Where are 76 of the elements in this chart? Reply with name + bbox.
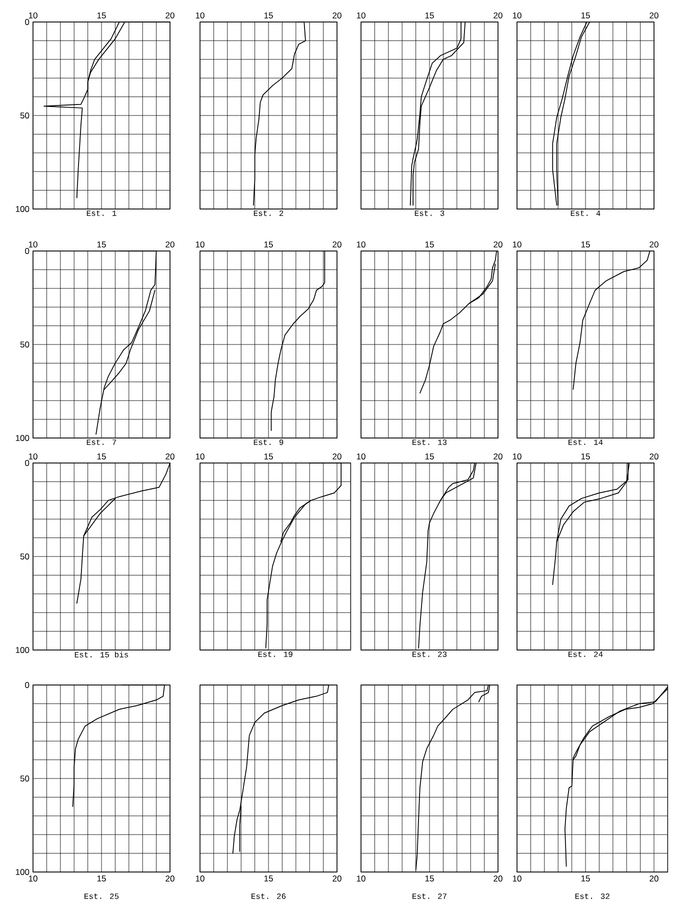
y-tick-label: 50 <box>20 775 30 782</box>
x-tick-label: 15 <box>264 454 273 460</box>
text: Est. 4 <box>570 210 600 216</box>
text: Est. 23 <box>412 652 447 657</box>
x-tick-label: 20 <box>166 12 174 18</box>
x-tick-label: 15 <box>425 454 434 460</box>
text: Est. 15 bis <box>74 652 128 658</box>
x-tick-label: 15 <box>97 454 106 460</box>
y-tick-label: 0 <box>25 460 30 466</box>
y-tick-label: 0 <box>25 682 30 688</box>
x-tick-label: 10 <box>512 453 522 460</box>
x-tick-label: 15 <box>425 12 434 18</box>
x-tick-label: 20 <box>650 876 658 882</box>
text: Est. 7 <box>86 440 116 445</box>
x-tick-label: 15 <box>264 876 273 882</box>
text: Est. 9 <box>254 440 284 445</box>
x-tick-label: 20 <box>650 12 658 18</box>
x-tick-label: 20 <box>494 241 502 248</box>
x-tick-label: 20 <box>166 241 174 248</box>
text: Est. 19 <box>258 652 292 657</box>
x-tick-label: 10 <box>512 12 522 18</box>
text: Est. 25 <box>84 894 119 899</box>
x-tick-label: 10 <box>196 12 204 18</box>
x-tick-label: 20 <box>166 876 174 882</box>
x-tick-label: 15 <box>264 12 273 18</box>
y-tick-label: 50 <box>20 341 30 348</box>
x-tick-label: 10 <box>356 12 366 18</box>
x-tick-label: 15 <box>425 876 434 882</box>
y-tick-label: 100 <box>16 206 30 212</box>
x-tick-label: 10 <box>28 241 38 248</box>
x-tick-label: 15 <box>264 242 273 248</box>
x-tick-label: 10 <box>196 453 204 460</box>
x-tick-label: 10 <box>512 241 522 248</box>
x-tick-label: 10 <box>356 453 366 460</box>
x-tick-label: 20 <box>332 241 342 248</box>
x-tick-label: 15 <box>97 876 106 882</box>
x-tick-label: 20 <box>650 453 658 460</box>
y-tick-label: 0 <box>25 18 30 25</box>
x-tick-label: 20 <box>332 453 342 460</box>
x-tick-label: 15 <box>425 242 434 248</box>
x-tick-label: 10 <box>356 241 366 248</box>
x-tick-label: 10 <box>196 241 204 248</box>
text: Est. 1 <box>86 210 116 216</box>
text: Est. 13 <box>412 440 447 445</box>
x-tick-label: 10 <box>512 876 522 882</box>
x-tick-label: 15 <box>581 454 590 460</box>
x-tick-label: 15 <box>97 12 106 18</box>
text: Est. 14 <box>568 440 603 445</box>
x-tick-label: 10 <box>196 876 204 882</box>
text: Est. 24 <box>568 652 603 657</box>
x-tick-label: 15 <box>97 242 106 248</box>
text: Est. 2 <box>254 210 284 216</box>
x-tick-label: 20 <box>494 876 502 882</box>
text: Est. 27 <box>412 894 446 899</box>
y-tick-label: 100 <box>16 869 30 876</box>
y-tick-label: 100 <box>16 646 30 653</box>
x-tick-label: 20 <box>650 241 658 248</box>
x-tick-label: 10 <box>356 876 366 882</box>
y-tick-label: 50 <box>20 553 30 560</box>
x-tick-label: 15 <box>581 242 590 248</box>
x-tick-label: 20 <box>332 876 342 882</box>
y-tick-label: 50 <box>20 112 30 118</box>
x-tick-label: 20 <box>494 453 502 460</box>
y-tick-label: 100 <box>16 434 30 441</box>
text: Est. 32 <box>575 894 610 899</box>
x-tick-label: 20 <box>166 453 174 460</box>
x-tick-label: 10 <box>28 453 38 460</box>
x-tick-label: 10 <box>28 876 38 882</box>
x-tick-label: 15 <box>581 12 590 18</box>
x-tick-label: 20 <box>494 12 502 18</box>
y-tick-label: 0 <box>25 248 30 254</box>
text: Est. 3 <box>414 210 444 216</box>
x-tick-label: 20 <box>332 12 342 18</box>
x-tick-label: 15 <box>581 876 590 882</box>
x-tick-label: 10 <box>28 12 38 18</box>
text: Est. 26 <box>252 894 286 899</box>
